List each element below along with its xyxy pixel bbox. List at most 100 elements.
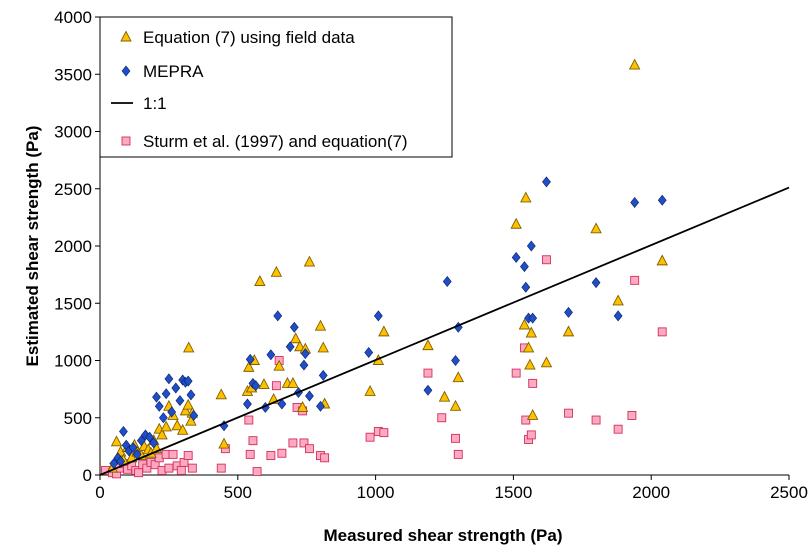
square-point xyxy=(288,438,298,448)
diamond-point xyxy=(149,437,159,449)
legend-square-swatch xyxy=(121,136,131,146)
square-point xyxy=(521,415,531,425)
y-tick-label: 3500 xyxy=(54,65,92,84)
square-point xyxy=(542,255,551,265)
data-points xyxy=(99,58,790,479)
diamond-point xyxy=(154,400,164,412)
diamond-point xyxy=(167,406,177,418)
diamond-point xyxy=(316,400,325,412)
triangle-point xyxy=(182,398,194,410)
diamond-point xyxy=(630,197,640,208)
square-point xyxy=(627,411,637,420)
square-point xyxy=(266,451,276,460)
x-tick-labels: 0 500 1000 1500 2000 2500 xyxy=(95,483,808,502)
diamond-point xyxy=(300,348,310,360)
triangle-point xyxy=(525,326,538,338)
square-point xyxy=(365,432,375,442)
x-tick-label: 0 xyxy=(95,483,104,502)
triangle-point xyxy=(522,341,535,353)
diamond-point xyxy=(285,341,295,353)
diamond-point xyxy=(289,321,299,333)
legend-label: Equation (7) using field data xyxy=(143,28,355,47)
diamond-point xyxy=(243,398,252,410)
square-point xyxy=(252,467,262,477)
legend-label: MEPRA xyxy=(143,62,204,81)
diamond-point xyxy=(273,310,283,322)
triangle-point xyxy=(243,360,255,372)
diamond-point xyxy=(299,359,309,371)
series-3 xyxy=(101,255,667,479)
square-point xyxy=(511,368,521,378)
legend-label: 1:1 xyxy=(143,94,167,113)
square-point xyxy=(591,415,601,425)
triangle-point xyxy=(254,275,266,286)
triangle-point xyxy=(378,325,390,337)
diamond-point xyxy=(451,355,460,366)
square-point xyxy=(271,381,281,391)
diamond-point xyxy=(520,261,529,273)
square-point xyxy=(187,463,197,473)
diamond-point xyxy=(175,395,185,407)
triangle-point xyxy=(422,339,434,351)
square-point xyxy=(134,468,144,478)
square-point xyxy=(379,428,389,438)
one-to-one-line xyxy=(99,186,790,476)
diamond-point xyxy=(186,389,196,401)
diamond-point xyxy=(251,380,261,392)
triangle-point xyxy=(296,400,309,412)
diamond-point xyxy=(159,412,168,424)
diamond-point xyxy=(145,431,154,443)
triangle-point xyxy=(289,332,302,344)
square-point xyxy=(164,463,174,473)
y-tick-label: 1000 xyxy=(54,352,92,371)
diamond-point xyxy=(526,240,536,252)
triangle-point xyxy=(526,408,539,420)
square-point xyxy=(437,413,447,423)
x-axis-title: Measured shear strength (Pa) xyxy=(323,526,562,545)
triangle-point xyxy=(656,254,668,266)
triangle-point xyxy=(524,358,536,370)
triangle-point xyxy=(562,325,575,337)
diamond-point xyxy=(364,347,374,358)
diamond-point xyxy=(657,194,667,206)
legend-item: 1:1 xyxy=(111,94,167,113)
legend-item: MEPRA xyxy=(121,62,204,81)
square-point xyxy=(305,444,314,454)
triangle-point xyxy=(176,423,189,435)
diamond-point xyxy=(542,176,551,188)
triangle-point xyxy=(160,420,172,432)
x-tick-label: 500 xyxy=(224,483,252,502)
triangle-point xyxy=(215,388,228,400)
triangle-point xyxy=(314,319,327,331)
y-tick-label: 0 xyxy=(83,466,92,485)
diamond-point xyxy=(161,388,171,400)
square-point xyxy=(244,415,254,425)
y-tick-label: 1500 xyxy=(54,294,92,313)
legend-item: Sturm et al. (1997) and equation(7) xyxy=(121,132,408,151)
triangle-point xyxy=(110,435,123,447)
square-point xyxy=(564,408,573,418)
legend: Equation (7) using field data MEPRA 1:1 Stu… xyxy=(99,16,453,158)
diamond-point xyxy=(164,373,174,385)
triangle-point xyxy=(518,318,531,330)
x-tick-label: 2500 xyxy=(770,483,808,502)
diamond-point xyxy=(277,398,287,410)
triangle-point xyxy=(364,384,376,396)
triangle-point xyxy=(273,359,285,371)
x-tick-label: 1500 xyxy=(494,483,532,502)
triangle-point xyxy=(287,376,299,388)
triangle-point xyxy=(449,399,462,411)
diamond-point xyxy=(245,353,255,365)
triangle-point xyxy=(218,437,230,449)
square-point xyxy=(216,463,226,473)
series-2 xyxy=(99,186,790,476)
diamond-point xyxy=(373,310,383,322)
y-tick-labels: 0 500 1000 1500 2000 2500 3000 3500 4000 xyxy=(54,8,92,485)
diamond-point xyxy=(136,435,146,447)
y-tick-label: 4000 xyxy=(54,8,92,27)
triangle-point xyxy=(270,265,283,277)
diamond-point xyxy=(521,281,531,293)
triangle-point xyxy=(452,371,465,383)
square-point xyxy=(183,451,193,460)
diamond-point xyxy=(613,310,623,322)
